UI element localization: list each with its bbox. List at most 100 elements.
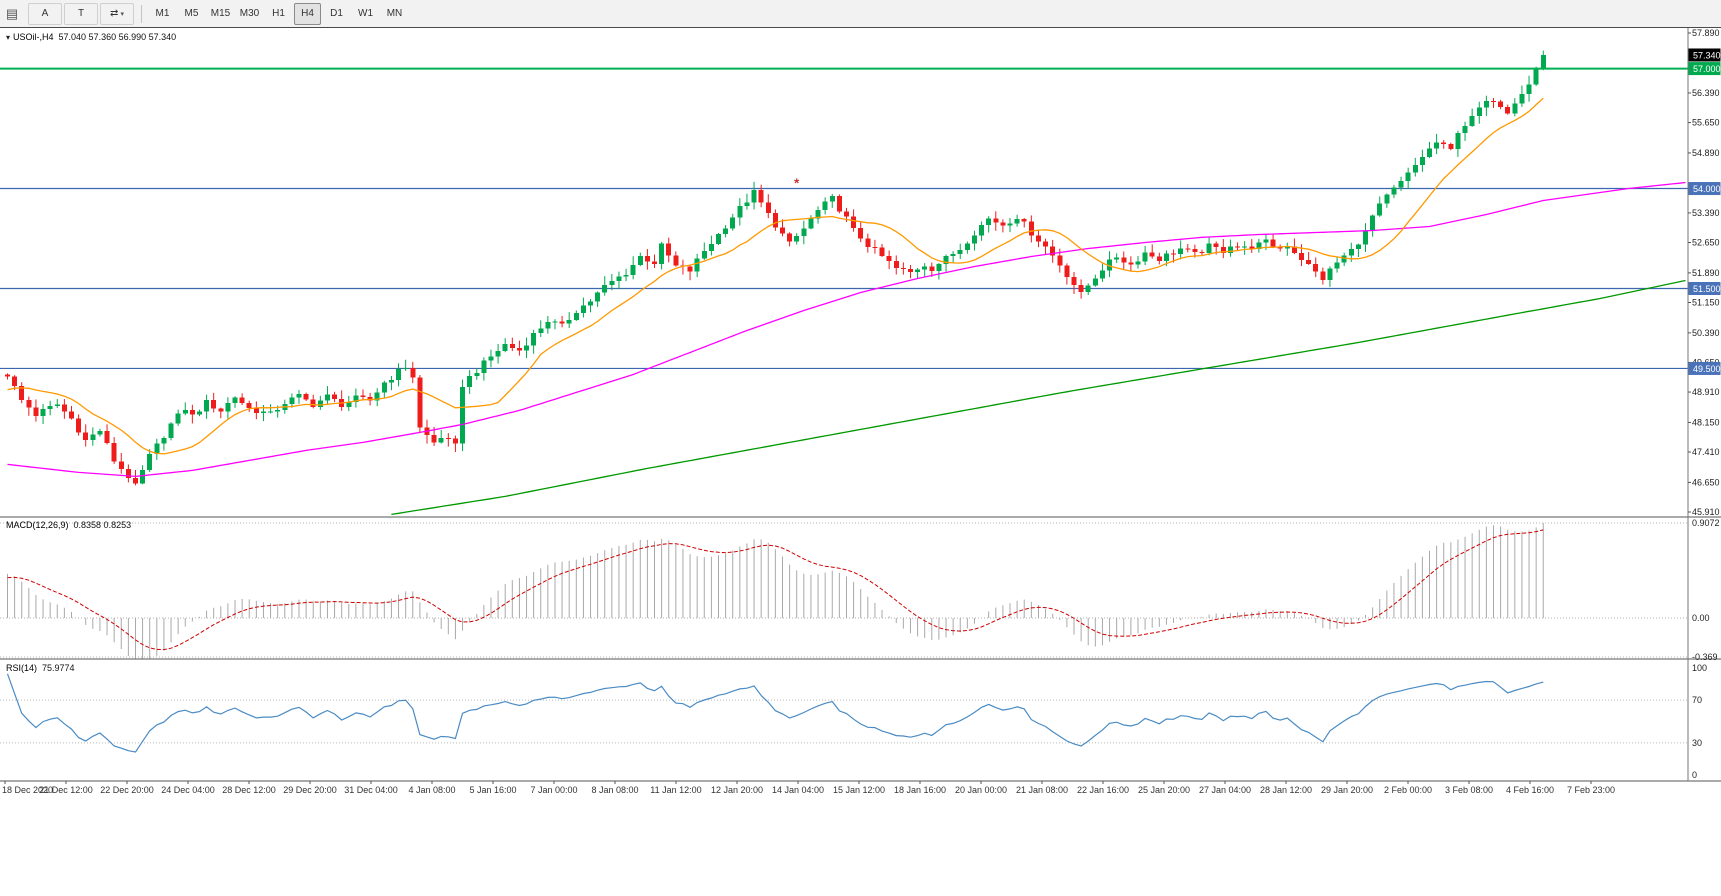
tool-a-button[interactable]: A <box>28 2 62 25</box>
timeframe-D1[interactable]: D1 <box>323 2 350 25</box>
svg-text:46.650: 46.650 <box>1692 477 1720 487</box>
candle-body <box>502 343 508 352</box>
candle-body <box>5 374 10 377</box>
chart-dropdown-icon[interactable]: ▾ <box>6 33 11 42</box>
ma-mid-line <box>7 181 1686 478</box>
candle-body <box>289 397 295 404</box>
candle-body <box>723 228 729 234</box>
candle-body <box>1057 255 1063 266</box>
main-price-panel[interactable]: * <box>0 50 1688 516</box>
candle-body <box>986 218 992 226</box>
candle-body <box>147 454 153 471</box>
chart-symbol-period: USOil-,H4 <box>13 32 54 42</box>
ma-slow-line <box>391 279 1686 516</box>
timeframe-M15[interactable]: M15 <box>207 2 234 25</box>
candle-body <box>1384 194 1390 204</box>
candle-body <box>701 250 707 259</box>
svg-text:54.890: 54.890 <box>1692 148 1720 158</box>
macd-label: MACD(12,26,9) 0.8358 0.8253 <box>6 520 131 531</box>
candle-body <box>872 246 878 248</box>
candle-body <box>225 403 231 412</box>
candle-body <box>260 411 266 413</box>
svg-text:48.150: 48.150 <box>1692 417 1720 427</box>
svg-text:55.650: 55.650 <box>1692 118 1720 128</box>
rsi-panel[interactable] <box>0 673 1688 753</box>
timeframe-M1[interactable]: M1 <box>149 2 176 25</box>
candle-body <box>1128 262 1134 265</box>
svg-text:5 Jan 16:00: 5 Jan 16:00 <box>469 785 516 795</box>
svg-text:7 Jan 00:00: 7 Jan 00:00 <box>530 785 577 795</box>
candle-body <box>296 394 302 398</box>
timeframe-M30[interactable]: M30 <box>236 2 263 25</box>
candle-body <box>1185 248 1191 250</box>
candle-body <box>1355 244 1361 250</box>
svg-text:51.500: 51.500 <box>1693 284 1721 294</box>
svg-text:22 Dec 20:00: 22 Dec 20:00 <box>100 785 154 795</box>
candle-body <box>794 236 800 242</box>
candle-body <box>1291 246 1297 253</box>
svg-text:57.890: 57.890 <box>1692 28 1720 38</box>
svg-text:18 Dec 2020: 18 Dec 2020 <box>2 785 53 795</box>
svg-text:47.410: 47.410 <box>1692 447 1720 457</box>
candle-body <box>737 206 743 218</box>
candle-body <box>1171 253 1177 255</box>
candle-body <box>374 392 380 401</box>
candle-body <box>1249 246 1255 250</box>
rsi-label: RSI(14) 75.9774 <box>6 663 75 674</box>
timeframe-M5[interactable]: M5 <box>178 2 205 25</box>
svg-text:54.000: 54.000 <box>1693 184 1721 194</box>
candle-body <box>232 397 238 404</box>
candle-body <box>26 400 32 408</box>
timeframe-H4[interactable]: H4 <box>294 2 321 25</box>
price-axis[interactable]: 57.890 56.390 55.650 54.890 53.390 52.650 51.8… <box>1688 28 1721 780</box>
candle-body <box>310 399 316 408</box>
candle-body <box>687 266 693 272</box>
candle-body <box>303 394 309 400</box>
candle-body <box>879 247 885 256</box>
candle-body <box>1476 107 1482 117</box>
chart-shift-button[interactable]: ⇄ ▾ <box>100 2 134 25</box>
candle-body <box>1284 246 1290 249</box>
svg-text:100: 100 <box>1692 663 1707 673</box>
candle-body <box>1206 243 1212 253</box>
toolbar-separator <box>141 4 142 23</box>
candle-body <box>1085 285 1091 292</box>
chart-canvas[interactable]: * 57.890 56.390 55.650 54.890 53.390 52.650 51.… <box>0 28 1721 800</box>
candle-body <box>1448 143 1454 150</box>
candle-body <box>1270 239 1276 247</box>
svg-text:2 Feb 00:00: 2 Feb 00:00 <box>1384 785 1432 795</box>
candle-body <box>1462 125 1468 134</box>
candle-body <box>1050 246 1056 256</box>
timeframe-H1[interactable]: H1 <box>265 2 292 25</box>
candle-body <box>822 201 828 210</box>
candle-body <box>829 195 835 202</box>
svg-text:24 Dec 04:00: 24 Dec 04:00 <box>161 785 215 795</box>
svg-text:12 Jan 20:00: 12 Jan 20:00 <box>711 785 763 795</box>
tool-t-button[interactable]: T <box>64 2 98 25</box>
candle-body <box>360 395 366 397</box>
candle-body <box>1405 172 1411 182</box>
candle-body <box>659 243 665 264</box>
candle-body <box>1135 261 1141 265</box>
candle-body <box>97 431 103 435</box>
candle-body <box>111 443 117 462</box>
candle-body <box>979 225 985 236</box>
timeframe-MN[interactable]: MN <box>381 2 408 25</box>
candle-body <box>580 305 586 314</box>
svg-text:7 Feb 23:00: 7 Feb 23:00 <box>1567 785 1615 795</box>
window-menu-icon[interactable]: ▤ <box>5 5 19 21</box>
timeframe-W1[interactable]: W1 <box>352 2 379 25</box>
macd-panel[interactable] <box>0 522 1688 664</box>
candle-body <box>673 255 679 266</box>
candle-body <box>573 313 579 320</box>
svg-text:22 Jan 16:00: 22 Jan 16:00 <box>1077 785 1129 795</box>
svg-text:21 Dec 12:00: 21 Dec 12:00 <box>39 785 93 795</box>
candle-body <box>388 379 394 383</box>
chevron-down-icon[interactable]: ▾ <box>120 10 124 18</box>
candle-body <box>488 356 494 361</box>
candle-body <box>12 376 18 386</box>
candle-body <box>893 261 899 268</box>
rsi-line <box>6 673 1544 753</box>
toolbar: ▤ A T ⇄ ▾ M1 M5 M15 M30 H1 H4 D1 W1 MN <box>0 0 1721 28</box>
